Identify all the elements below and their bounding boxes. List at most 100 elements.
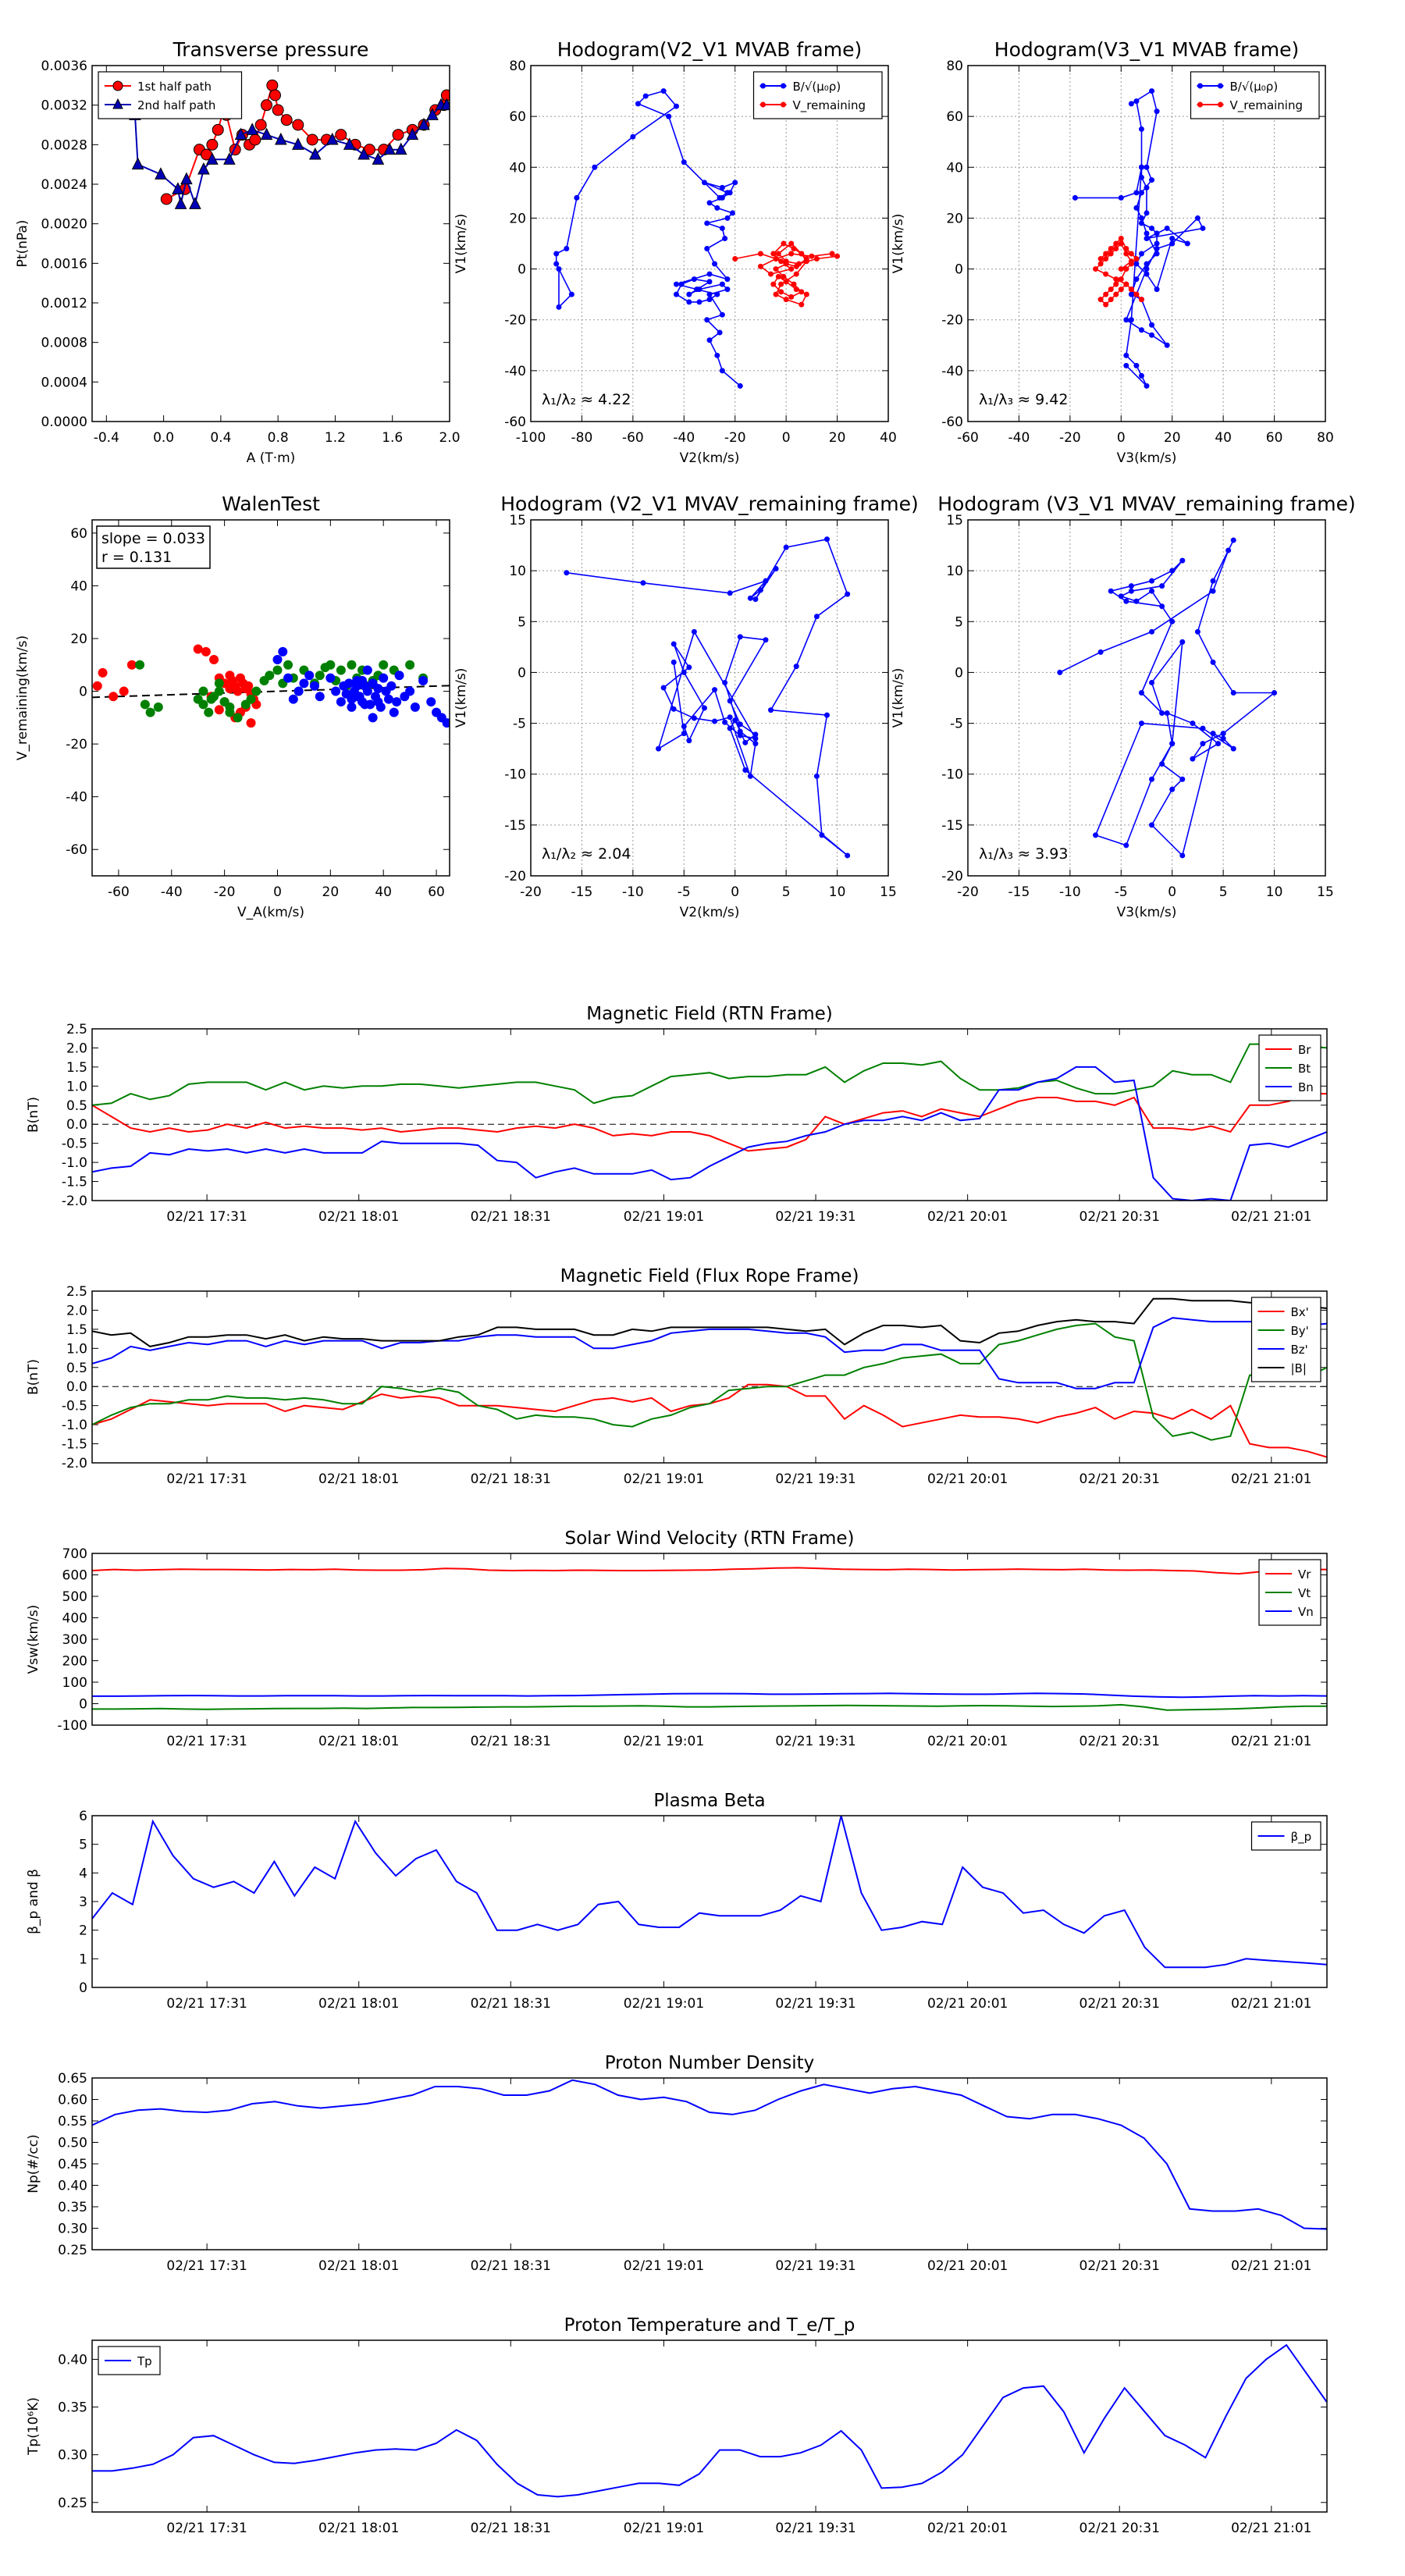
y-tick-label: 0 (518, 665, 526, 681)
data-point (714, 352, 720, 358)
y-tick-label: 1 (79, 1952, 87, 1967)
y-tick-label: 80 (946, 59, 963, 74)
y-tick-label: 0.0036 (41, 59, 87, 74)
data-point (372, 152, 385, 165)
data-point (193, 644, 203, 654)
x-tick-label: 0 (782, 430, 791, 446)
x-tick-label: -5 (678, 884, 691, 900)
legend-entry: β_p (1291, 1830, 1312, 1845)
series-line (92, 1066, 1327, 1201)
data-point (783, 261, 789, 267)
x-tick-label: 02/21 21:01 (1231, 1734, 1311, 1749)
data-point (819, 832, 825, 838)
y-tick-label: 500 (62, 1589, 87, 1605)
plot-area (92, 2343, 1327, 2498)
panel-hodo2: Hodogram(V3_V1 MVAB frame) V1(km/s) V3(km/… (891, 38, 1334, 466)
data-point (1149, 776, 1155, 782)
y-tick-label: 300 (62, 1632, 87, 1648)
data-point (206, 694, 216, 704)
y-tick-label: -60 (941, 415, 963, 430)
data-point (714, 205, 720, 211)
data-point (742, 739, 749, 745)
data-point (783, 544, 789, 550)
x-tick-label: -40 (1008, 430, 1030, 446)
data-point (724, 190, 731, 196)
data-point (1123, 598, 1129, 604)
x-tick-label: 02/21 20:31 (1080, 2258, 1160, 2274)
data-point (553, 261, 560, 267)
data-point (261, 99, 273, 112)
data-point (681, 159, 687, 165)
data-point (574, 194, 580, 201)
data-point (681, 731, 687, 737)
axes-frame (91, 1815, 1328, 1988)
data-point (1103, 301, 1109, 308)
x-tick-label: 5 (1219, 884, 1228, 900)
x-tick-label: 40 (375, 884, 392, 900)
data-point (292, 119, 304, 131)
data-point (1144, 230, 1150, 237)
data-point (1138, 327, 1144, 333)
y-tick-label: -2.0 (62, 1194, 87, 1209)
x-tick-label: 5 (782, 884, 791, 900)
data-point (1154, 240, 1160, 247)
x-tick-label: 02/21 20:01 (927, 2258, 1008, 2274)
y-tick-label: -40 (66, 790, 87, 806)
legend-entry: Br (1298, 1043, 1311, 1057)
x-tick-label: -100 (516, 430, 546, 446)
legend-entry: Vn (1298, 1605, 1314, 1619)
data-point (406, 127, 419, 141)
data-point (1230, 537, 1236, 543)
data-point (442, 718, 450, 728)
plot-area (92, 1567, 1327, 1711)
x-tick-label: -40 (673, 430, 695, 446)
data-point (704, 317, 710, 323)
data-point (719, 281, 725, 287)
y-axis-label: V1(km/s) (891, 668, 906, 728)
y-tick-label: 0.40 (58, 2352, 87, 2368)
data-point (778, 281, 784, 287)
y-tick-label: 0.0024 (41, 177, 87, 193)
data-point (727, 698, 733, 704)
series-line (92, 1093, 1327, 1152)
y-tick-label: -1.5 (62, 1175, 87, 1190)
y-axis-label: V_remaining(km/s) (15, 635, 30, 760)
x-tick-label: 02/21 18:31 (471, 2258, 551, 2274)
chart-title: Hodogram(V2_V1 MVAB frame) (557, 38, 862, 61)
y-tick-label: 0.35 (58, 2200, 87, 2215)
data-point (1128, 251, 1134, 257)
data-point (717, 194, 723, 201)
data-point (291, 137, 304, 150)
x-tick-label: 02/21 17:31 (166, 2258, 247, 2274)
legend: Bx' By' Bz' |B| (1250, 1297, 1321, 1382)
plot-area (92, 1816, 1327, 1969)
data-point (719, 184, 725, 190)
stats-box (96, 525, 211, 569)
legend: B/√(μ₀ρ) V_remaining (752, 71, 883, 119)
series-line (92, 1567, 1327, 1575)
x-tick-label: 02/21 18:31 (471, 1996, 551, 2012)
axes-frame (91, 1553, 1328, 1726)
y-tick-label: 0.40 (58, 2179, 87, 2194)
data-point (696, 299, 702, 305)
data-point (691, 276, 697, 283)
y-tick-label: 0.50 (58, 2136, 87, 2151)
data-point (813, 256, 820, 262)
y-tick-label: 0.0004 (41, 375, 87, 390)
data-point (1108, 297, 1114, 303)
data-point (309, 681, 319, 691)
data-point (1123, 317, 1129, 323)
x-tick-label: 02/21 20:31 (1080, 1996, 1160, 2012)
y-tick-label: 5 (955, 614, 963, 630)
y-tick-label: 0 (79, 685, 87, 700)
data-point (691, 628, 697, 635)
data-point (1138, 297, 1144, 303)
y-tick-label: 0.0000 (41, 415, 87, 430)
x-tick-label: -60 (957, 430, 979, 446)
data-point (691, 715, 697, 721)
data-point (1123, 352, 1129, 358)
chart-title: Solar Wind Velocity (RTN Frame) (564, 1528, 854, 1549)
data-point (1097, 297, 1104, 303)
data-point (1149, 332, 1155, 338)
data-point (660, 88, 667, 94)
